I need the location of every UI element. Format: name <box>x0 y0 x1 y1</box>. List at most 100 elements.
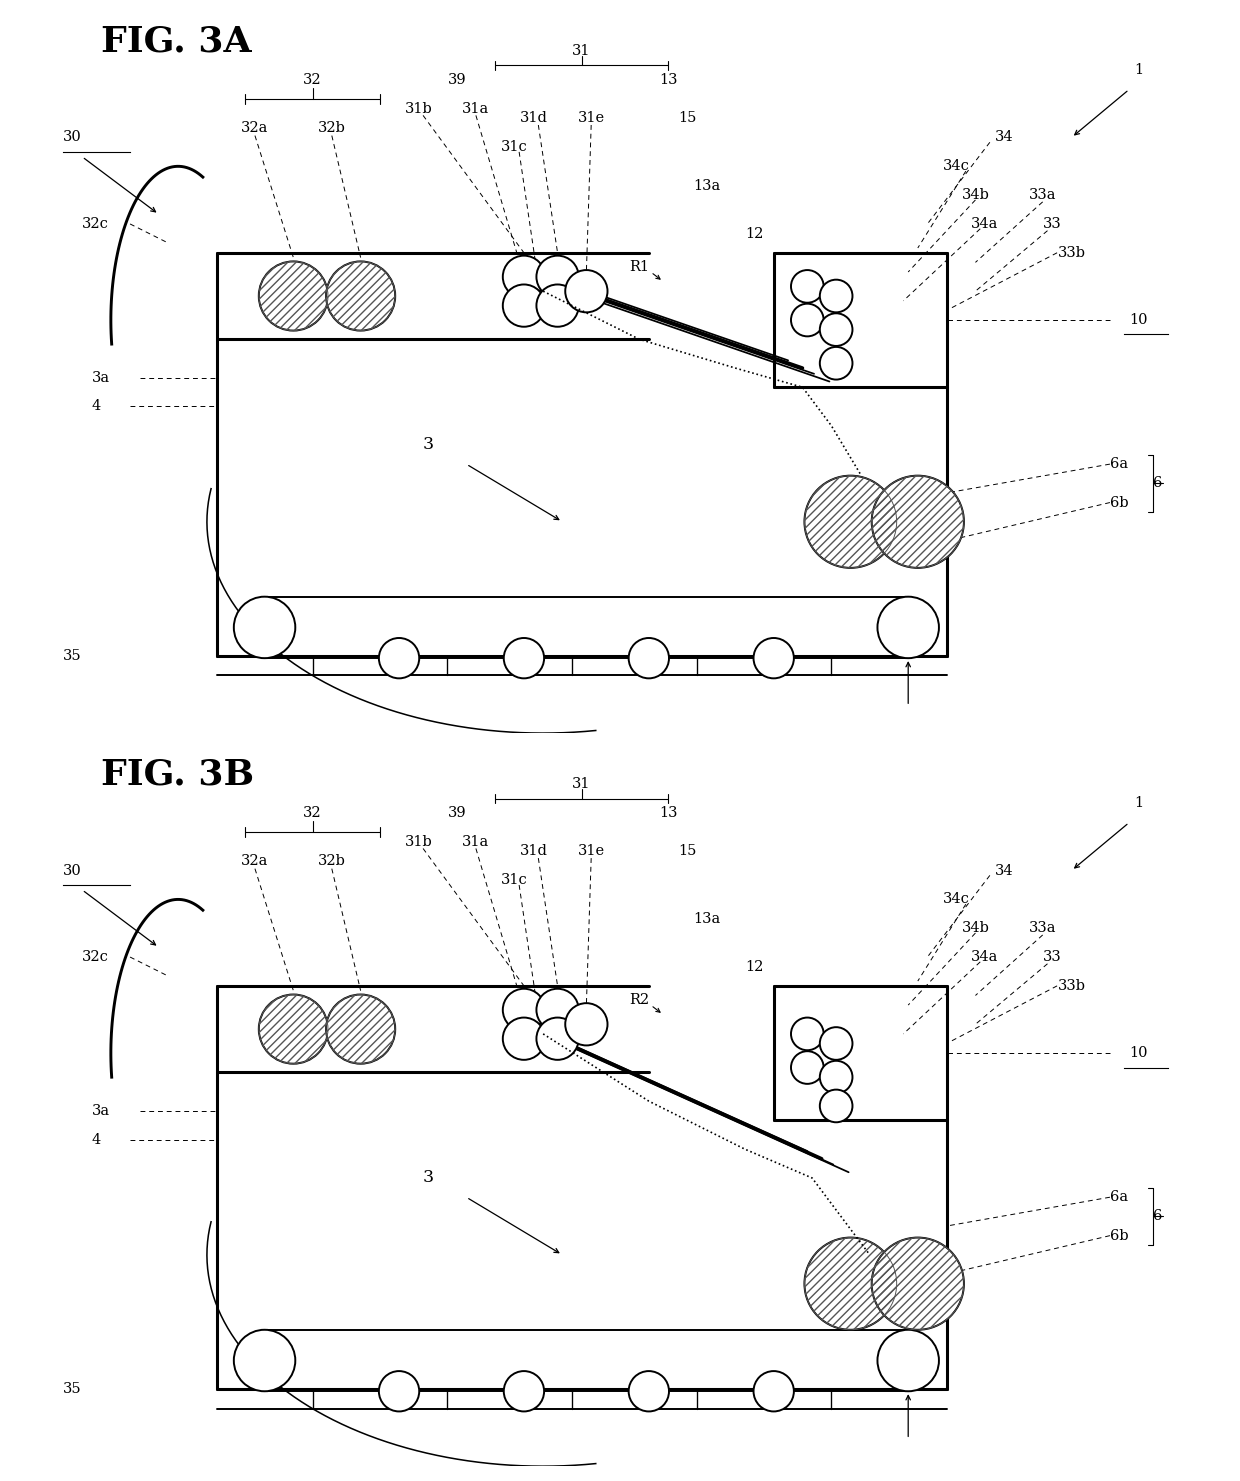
Text: 32: 32 <box>304 73 322 87</box>
Text: 39: 39 <box>448 806 466 820</box>
Text: 31e: 31e <box>578 111 605 126</box>
Text: 31b: 31b <box>404 835 432 849</box>
Text: 33: 33 <box>1043 949 1061 964</box>
Text: 33: 33 <box>1043 216 1061 231</box>
Text: 31c: 31c <box>501 874 528 887</box>
Circle shape <box>629 1371 670 1411</box>
Text: 34c: 34c <box>942 893 970 906</box>
Circle shape <box>502 284 546 327</box>
Text: 33b: 33b <box>1058 979 1085 992</box>
Text: 15: 15 <box>678 844 697 859</box>
Circle shape <box>565 270 608 312</box>
Text: 30: 30 <box>63 130 82 145</box>
Circle shape <box>820 314 852 347</box>
Circle shape <box>872 1238 963 1330</box>
Text: 3a: 3a <box>92 370 110 385</box>
Circle shape <box>791 270 823 302</box>
Text: 10: 10 <box>1130 1046 1148 1060</box>
Text: 31: 31 <box>573 778 590 791</box>
Circle shape <box>234 597 295 658</box>
Circle shape <box>754 1371 794 1411</box>
Circle shape <box>379 1371 419 1411</box>
Text: 31b: 31b <box>404 102 432 116</box>
Text: 34a: 34a <box>971 949 998 964</box>
Circle shape <box>537 989 579 1031</box>
Text: 32: 32 <box>304 806 322 820</box>
Text: 6: 6 <box>1153 477 1163 490</box>
Text: 4: 4 <box>92 1133 100 1146</box>
Text: 35: 35 <box>63 649 82 663</box>
Text: 39: 39 <box>448 73 466 87</box>
Circle shape <box>234 1330 295 1391</box>
Text: 32c: 32c <box>82 216 109 231</box>
Text: 6a: 6a <box>1111 458 1128 471</box>
Text: 31c: 31c <box>501 141 528 154</box>
Text: 1: 1 <box>1135 64 1143 77</box>
Text: 4: 4 <box>92 400 100 413</box>
Text: 34c: 34c <box>942 160 970 173</box>
Text: 34: 34 <box>994 130 1013 145</box>
Text: 33a: 33a <box>1029 921 1056 935</box>
Text: 12: 12 <box>745 960 764 973</box>
Circle shape <box>820 280 852 312</box>
Text: 33b: 33b <box>1058 246 1085 259</box>
Text: 6a: 6a <box>1111 1191 1128 1204</box>
Circle shape <box>259 995 327 1063</box>
Text: 35: 35 <box>63 1382 82 1397</box>
Text: 30: 30 <box>63 863 82 878</box>
Text: R1: R1 <box>629 261 650 274</box>
Text: 3: 3 <box>423 437 434 453</box>
Circle shape <box>503 1371 544 1411</box>
Text: 31: 31 <box>573 44 590 58</box>
Text: 31a: 31a <box>463 102 490 116</box>
Circle shape <box>805 1238 897 1330</box>
Circle shape <box>754 638 794 678</box>
Text: 10: 10 <box>1130 312 1148 327</box>
Circle shape <box>379 638 419 678</box>
Text: 31d: 31d <box>520 844 548 859</box>
Text: R2: R2 <box>629 994 650 1007</box>
Text: 34a: 34a <box>971 216 998 231</box>
Text: 33a: 33a <box>1029 188 1056 201</box>
Circle shape <box>537 256 579 298</box>
Text: 13: 13 <box>658 806 677 820</box>
Circle shape <box>872 475 963 567</box>
Text: 31d: 31d <box>520 111 548 126</box>
Circle shape <box>878 1330 939 1391</box>
Circle shape <box>503 638 544 678</box>
Text: 32b: 32b <box>317 121 346 135</box>
Circle shape <box>805 475 897 567</box>
Circle shape <box>537 1017 579 1060</box>
Text: 15: 15 <box>678 111 697 126</box>
Circle shape <box>326 995 396 1063</box>
Text: 34b: 34b <box>961 188 990 201</box>
Circle shape <box>791 1052 823 1084</box>
Circle shape <box>565 1003 608 1046</box>
Text: 3: 3 <box>423 1170 434 1186</box>
Text: 12: 12 <box>745 227 764 240</box>
Circle shape <box>820 1060 852 1093</box>
Text: 32a: 32a <box>242 855 269 868</box>
Text: 34: 34 <box>994 863 1013 878</box>
Circle shape <box>820 1090 852 1123</box>
Circle shape <box>502 256 546 298</box>
Circle shape <box>629 638 670 678</box>
Circle shape <box>502 1017 546 1060</box>
Circle shape <box>820 1028 852 1060</box>
Circle shape <box>326 262 396 330</box>
Text: FIG. 3B: FIG. 3B <box>102 757 254 791</box>
Text: 32c: 32c <box>82 949 109 964</box>
Circle shape <box>820 347 852 379</box>
Circle shape <box>791 1017 823 1050</box>
Text: 32a: 32a <box>242 121 269 135</box>
Text: 3a: 3a <box>92 1103 110 1118</box>
Text: 13a: 13a <box>693 912 720 926</box>
Text: 6: 6 <box>1153 1210 1163 1223</box>
Text: FIG. 3A: FIG. 3A <box>102 24 252 58</box>
Circle shape <box>502 989 546 1031</box>
Text: 6b: 6b <box>1110 1229 1128 1243</box>
Text: 13a: 13a <box>693 179 720 193</box>
Text: 13: 13 <box>658 73 677 87</box>
Circle shape <box>537 284 579 327</box>
Text: 31e: 31e <box>578 844 605 859</box>
